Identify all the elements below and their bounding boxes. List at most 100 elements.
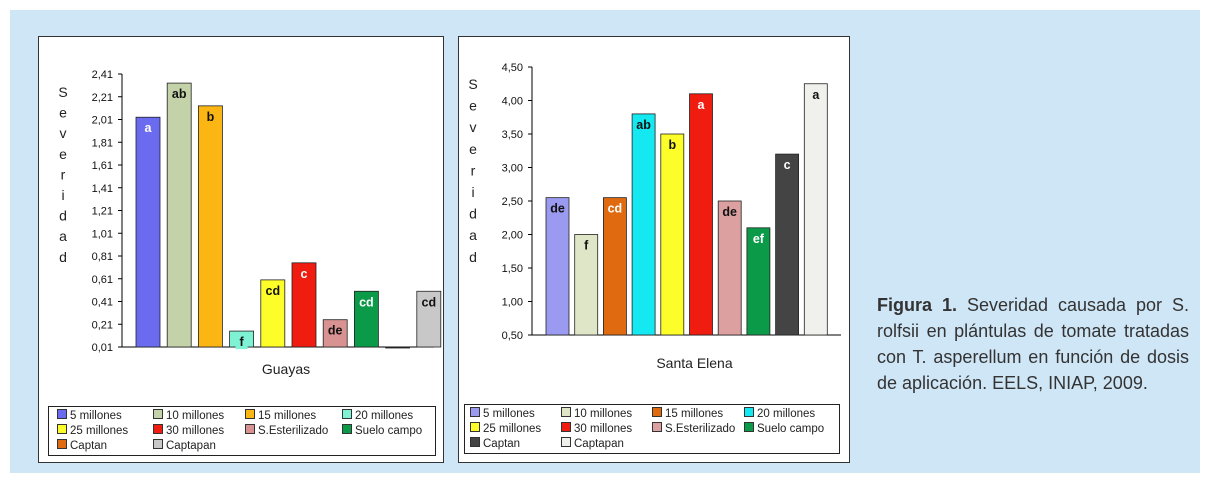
bar (689, 93, 713, 336)
data-label-bg (235, 334, 248, 350)
data-label-bg (604, 200, 625, 216)
legend-swatch (57, 439, 67, 449)
legend-item: Captan (57, 439, 107, 453)
legend-label: 5 millones (70, 410, 122, 422)
y-axis-label-letter: e (59, 146, 67, 162)
legend-swatch (744, 407, 754, 417)
legend-label: 20 millones (355, 410, 414, 422)
bar (602, 197, 627, 336)
data-label-bg (547, 200, 568, 216)
legend-swatch (744, 422, 754, 432)
data-label: b (668, 138, 676, 152)
data-label-bg (809, 86, 822, 102)
legend-swatch (57, 424, 67, 434)
y-tick-label: 1,21 (92, 206, 113, 218)
bar (660, 133, 685, 336)
legend-label: 25 millones (70, 425, 129, 437)
legend-swatch (652, 407, 662, 417)
legend-label: 10 millones (574, 408, 633, 420)
legend-santa-elena: 5 millones 10 millones 15 millones 20 millo… (464, 404, 840, 454)
y-axis-label-letter: r (471, 162, 476, 178)
y-axis-label-letter: i (471, 184, 474, 200)
legend-label: S.Esterilizado (665, 423, 736, 435)
data-label: de (722, 205, 737, 219)
data-label-bg (719, 204, 740, 219)
bar-chart-guayas: 2,41 2,21 2,01 1,81 1,61 1,41 1,21 1,01 0,81 0,61… (58, 69, 442, 377)
data-label-bg (580, 237, 593, 253)
legend-swatch (245, 409, 255, 419)
bar (746, 227, 771, 336)
y-axis-label-letter: d (59, 249, 67, 265)
y-axis-label-letter: a (469, 227, 477, 243)
y-axis-label-letter: S (58, 84, 67, 100)
y-tick-label: 4,50 (502, 62, 523, 74)
data-label: ab (172, 87, 187, 101)
data-label: f (584, 239, 589, 253)
x-axis-label: Guayas (262, 361, 310, 377)
y-tick-label: 2,41 (92, 69, 113, 81)
legend-label: Captapan (574, 438, 624, 450)
data-label: a (145, 121, 153, 135)
legend-item: Suelo campo (342, 424, 422, 438)
legend-label: 20 millones (757, 408, 816, 420)
data-label-bg (748, 230, 769, 246)
legend-swatch (245, 424, 255, 434)
legend-swatch (153, 439, 163, 449)
data-label-bg (633, 116, 654, 132)
y-axis-label-letter: v (470, 119, 477, 135)
data-label-bg (142, 120, 154, 136)
y-tick-label: 1,61 (92, 160, 113, 172)
bar (545, 197, 570, 336)
y-axis-label-letter: e (59, 105, 67, 121)
legend-item: Captan (470, 437, 520, 451)
legend-item: 5 millones (470, 407, 535, 421)
legend-item: 10 millones (561, 407, 632, 421)
legend-label: 5 millones (483, 408, 535, 420)
data-label: c (301, 267, 308, 281)
legend-swatch (470, 437, 480, 447)
bar (166, 82, 192, 348)
data-label-bg (695, 96, 707, 112)
legend-label: 10 millones (166, 410, 225, 422)
legend-item: 20 millones (342, 409, 413, 423)
data-label: de (550, 202, 565, 216)
legend-label: Suelo campo (757, 423, 825, 435)
y-tick-label: 3,50 (502, 129, 523, 141)
legend-swatch (342, 409, 352, 419)
data-label-bg (298, 265, 310, 281)
figure-page: 2,41 2,21 2,01 1,81 1,61 1,41 1,21 1,01 0,81 0,61… (10, 10, 1200, 473)
legend-swatch (153, 424, 163, 434)
y-tick-label: 2,50 (502, 196, 523, 208)
y-axis-label-letter: e (469, 141, 477, 157)
data-label: cd (359, 295, 374, 309)
legend-swatch (652, 422, 662, 432)
x-axis-label: Santa Elena (656, 355, 732, 371)
data-label: cd (266, 284, 281, 298)
data-label-bg (204, 108, 217, 124)
y-tick-label: 0,81 (92, 251, 113, 263)
legend-swatch (57, 409, 67, 419)
legend-item: 25 millones (57, 424, 128, 438)
legend-item: 15 millones (652, 407, 723, 421)
legend-item: Captapan (561, 437, 624, 451)
y-axis-label-letter: e (469, 98, 477, 114)
y-tick-label: 0,21 (92, 319, 113, 331)
bar (775, 153, 800, 336)
y-axis-label-letter: d (469, 249, 477, 265)
legend-label: 30 millones (166, 425, 225, 437)
bar (385, 346, 411, 349)
legend-swatch (342, 424, 352, 434)
data-label-bg (781, 157, 794, 173)
legend-swatch (470, 422, 480, 432)
y-axis-label-letter: d (469, 206, 477, 222)
legend-swatch (470, 407, 480, 417)
legend-swatch (153, 409, 163, 419)
caption-text: Severidad causada por S. rolfsii en plán… (877, 295, 1189, 393)
legend-label: 30 millones (574, 423, 633, 435)
y-tick-label: 1,81 (92, 137, 113, 149)
legend-swatch (561, 437, 571, 447)
legend-item: 30 millones (153, 424, 224, 438)
y-axis-label-letter: d (59, 208, 67, 224)
data-label: a (812, 88, 820, 102)
